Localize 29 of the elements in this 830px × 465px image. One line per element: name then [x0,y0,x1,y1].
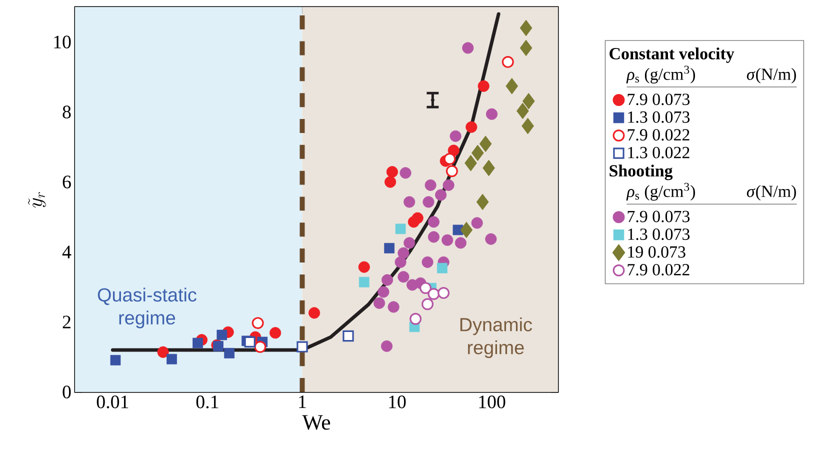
y-axis-title: $\tilde{y}_r$ [28,192,46,208]
y-tick-label: 0 [62,386,71,398]
legend-label: 1.3 0.073 [628,111,690,123]
text: σ(N/m) [746,185,796,201]
x-tick-label: 1 [299,396,306,408]
legend-label: 19 0.073 [628,246,686,258]
x-axis-title: We [302,415,330,430]
text: σ(N/m) [746,68,796,84]
text: Shooting [610,164,673,180]
y-tick-label: 4 [62,246,72,258]
legend-label: 7.9 0.073 [628,94,690,106]
x-tick-label: 0.01 [96,396,128,408]
y-tick-label: 10 [54,36,71,48]
legend-label: 1.3 0.022 [628,146,690,158]
x-tick-label: 10 [389,396,406,408]
text: ρ$_{s}$ (g/cm$^{3}$) [626,182,696,201]
x-tick-label: 0.1 [196,396,218,408]
y-tick-label: 8 [62,106,71,118]
annotation: Dynamic regime [460,317,532,358]
legend-label: 7.9 0.022 [628,264,690,276]
y-tick-label: 6 [62,176,71,188]
text: ρ$_{s}$ (g/cm$^{3}$) [626,66,696,84]
annotation: Quasi-static regime [98,288,196,328]
x-tick-label: 100 [479,396,506,408]
legend-label: 7.9 0.073 [628,210,690,222]
legend-label: 1.3 0.073 [628,228,690,240]
y-tick-label: 2 [62,316,70,328]
legend-label: 7.9 0.022 [628,129,690,141]
text: Constant velocity [610,47,734,63]
